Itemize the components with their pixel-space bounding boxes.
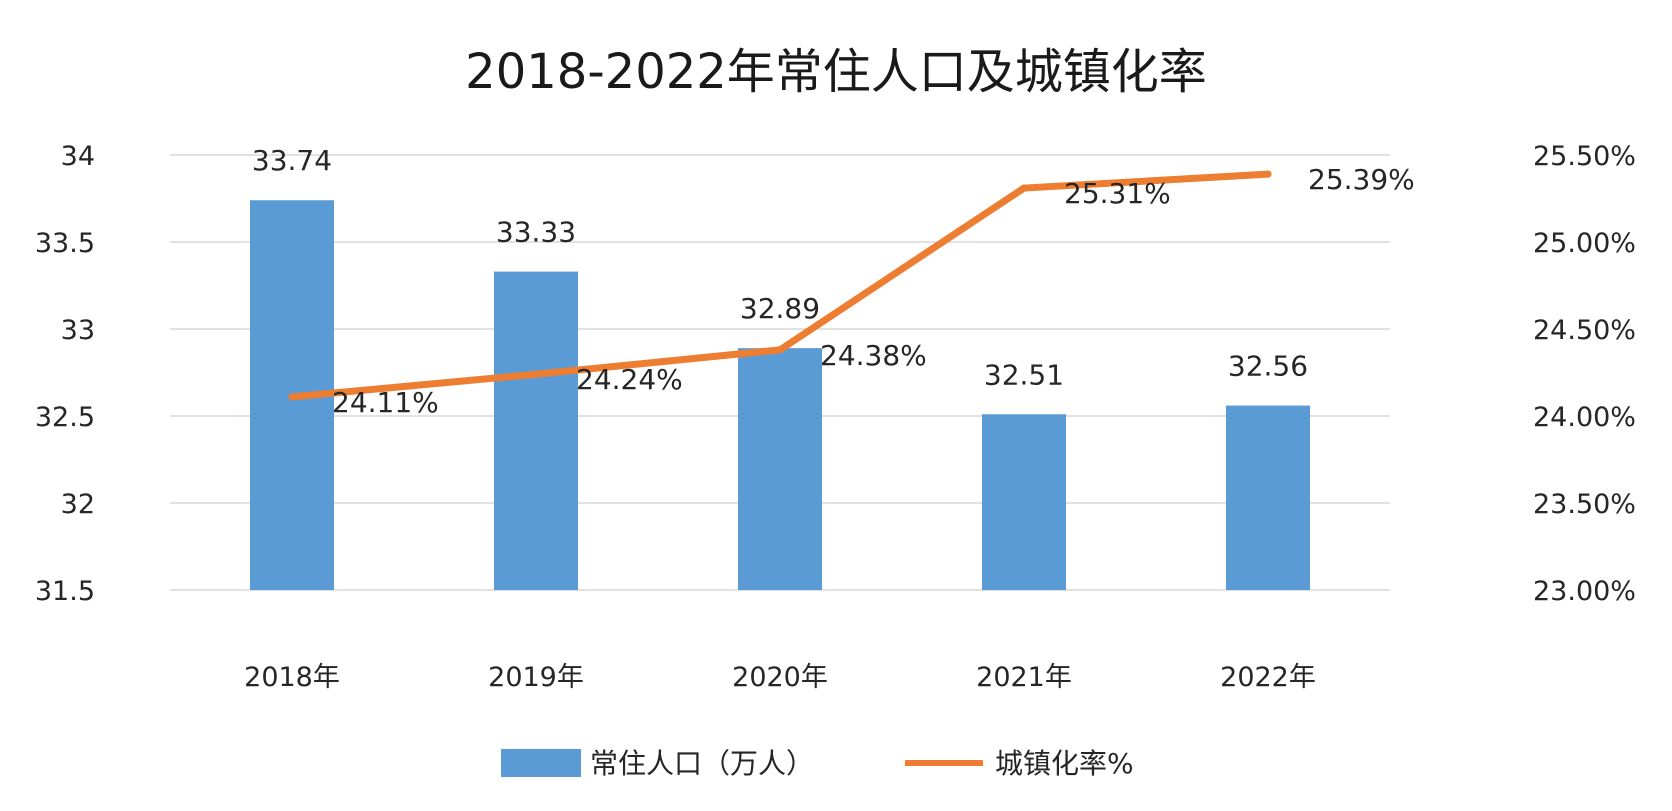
bar-data-label: 32.51 xyxy=(984,358,1064,391)
x-axis-tick-label: 2019年 xyxy=(488,662,584,693)
right-axis-tick-label: 23.00% xyxy=(1533,576,1636,607)
right-axis-tick-label: 25.00% xyxy=(1533,228,1636,259)
line-point xyxy=(776,346,784,354)
left-axis-tick-label: 33.5 xyxy=(35,228,95,259)
left-axis-tick-label: 32 xyxy=(61,489,95,520)
bar xyxy=(982,414,1066,590)
bar-data-label: 33.33 xyxy=(496,216,576,249)
line-point xyxy=(532,370,540,378)
line-data-label: 24.24% xyxy=(576,363,683,396)
line-point xyxy=(288,393,296,401)
left-axis-tick-label: 34 xyxy=(61,141,95,172)
line-data-labels: 24.11% 24.24% 24.38% 25.31% 25.39% xyxy=(332,163,1415,419)
bar-data-label: 32.89 xyxy=(740,292,820,325)
left-axis-tick-label: 31.5 xyxy=(35,576,95,607)
bar-series xyxy=(250,200,1310,591)
bar-data-label: 32.56 xyxy=(1228,350,1308,383)
legend: 常住人口（万人） 城镇化率% xyxy=(501,747,1134,780)
chart-title: 2018-2022年常住人口及城镇化率 xyxy=(465,44,1207,100)
bar-data-label: 33.74 xyxy=(252,144,332,177)
legend-label-urbanization: 城镇化率% xyxy=(995,747,1134,780)
line-series xyxy=(288,170,1272,401)
bar xyxy=(738,348,822,590)
line-point xyxy=(1264,170,1272,178)
left-axis-tick-label: 33 xyxy=(61,315,95,346)
bar xyxy=(1226,405,1310,590)
line-point xyxy=(1020,184,1028,192)
x-axis-tick-label: 2021年 xyxy=(976,662,1072,693)
right-axis-tick-label: 25.50% xyxy=(1533,141,1636,172)
legend-swatch-population xyxy=(501,749,581,777)
right-axis-tick-label: 23.50% xyxy=(1533,489,1636,520)
bar-data-labels: 33.74 33.33 32.89 32.51 32.56 xyxy=(252,144,1308,391)
right-axis-tick-label: 24.50% xyxy=(1533,315,1636,346)
x-axis-tick-label: 2018年 xyxy=(244,662,340,693)
line-data-label: 24.38% xyxy=(820,339,927,372)
right-axis-ticks: 23.00% 23.50% 24.00% 24.50% 25.00% 25.50% xyxy=(1533,141,1636,607)
left-axis-ticks: 31.5 32 32.5 33 33.5 34 xyxy=(35,141,95,607)
line-data-label: 24.11% xyxy=(332,386,439,419)
x-axis-tick-label: 2020年 xyxy=(732,662,828,693)
x-axis-tick-label: 2022年 xyxy=(1220,662,1316,693)
x-axis-ticks: 2018年 2019年 2020年 2021年 2022年 xyxy=(244,662,1316,693)
line-data-label: 25.39% xyxy=(1308,163,1415,196)
left-axis-tick-label: 32.5 xyxy=(35,402,95,433)
line-data-label: 25.31% xyxy=(1064,177,1171,210)
legend-label-population: 常住人口（万人） xyxy=(590,747,814,780)
right-axis-tick-label: 24.00% xyxy=(1533,402,1636,433)
bar xyxy=(494,271,578,590)
